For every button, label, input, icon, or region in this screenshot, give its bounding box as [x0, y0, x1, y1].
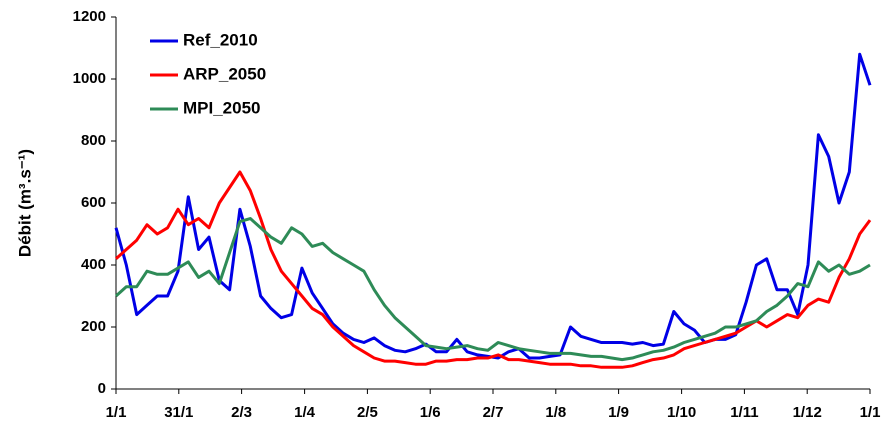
x-tick-label: 1/8 — [545, 404, 566, 421]
x-tick-label: 1/10 — [667, 404, 696, 421]
legend-label: Ref_2010 — [183, 30, 258, 49]
legend-label: ARP_2050 — [183, 64, 266, 83]
x-tick-label: 31/1 — [164, 404, 193, 421]
y-tick-label: 1000 — [73, 70, 106, 87]
series-line — [114, 217, 871, 362]
x-tick-label: 1/4 — [294, 404, 316, 421]
y-tick-label: 0 — [98, 380, 106, 397]
x-tick-label: 1/6 — [420, 404, 441, 421]
x-tick-label: 2/5 — [357, 404, 378, 421]
x-tick-label: 2/7 — [483, 404, 504, 421]
y-tick-label: 200 — [81, 318, 106, 335]
y-tick-label: 1200 — [73, 8, 106, 25]
y-tick-label: 800 — [81, 132, 106, 149]
x-tick-label: 1/1 — [860, 404, 881, 421]
y-tick-label: 600 — [81, 194, 106, 211]
series-line — [114, 170, 872, 369]
x-tick-label: 1/9 — [608, 404, 629, 421]
x-tick-label: 1/1 — [106, 404, 127, 421]
x-tick-label: 2/3 — [231, 404, 252, 421]
x-tick-label: 1/12 — [793, 404, 822, 421]
y-axis-label: Débit (m³.s⁻¹) — [15, 149, 34, 257]
x-tick-label: 1/11 — [730, 404, 758, 421]
y-tick-label: 400 — [81, 256, 106, 273]
legend-label: MPI_2050 — [183, 98, 261, 117]
